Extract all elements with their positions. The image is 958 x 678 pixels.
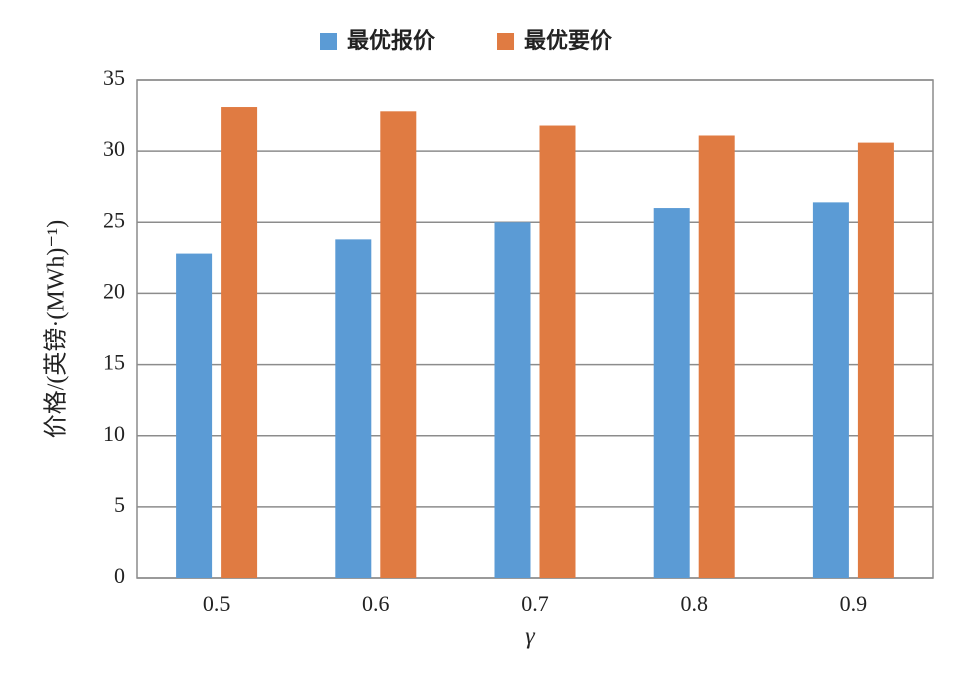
plot-border <box>136 79 934 579</box>
x-axis-label: γ <box>525 624 535 650</box>
bar <box>812 202 849 578</box>
y-tick-label: 35 <box>103 65 125 90</box>
legend-label: 最优要价 <box>524 28 613 54</box>
y-tick-label: 25 <box>103 207 125 232</box>
y-axis-label: 价格/(英镑·(MWh)⁻¹) <box>43 220 70 438</box>
x-tick-label: 0.8 <box>680 591 708 616</box>
bar <box>857 142 894 578</box>
bar <box>221 107 258 578</box>
y-tick-label: 30 <box>103 136 125 161</box>
x-tick-label: 0.5 <box>203 591 231 616</box>
legend-label: 最优报价 <box>347 28 436 54</box>
bar <box>539 125 576 578</box>
y-tick-label: 5 <box>114 492 125 517</box>
bar <box>653 208 690 579</box>
y-tick-label: 15 <box>103 350 125 375</box>
x-tick-label: 0.9 <box>840 591 868 616</box>
x-tick-label: 0.6 <box>362 591 390 616</box>
y-tick-label: 20 <box>103 278 125 303</box>
bar <box>335 239 372 579</box>
y-tick-label: 10 <box>103 421 125 446</box>
y-tick-label: 0 <box>114 563 125 588</box>
bar <box>380 111 417 578</box>
legend-swatch <box>497 33 515 50</box>
bar <box>698 135 735 578</box>
bar <box>494 222 531 579</box>
x-tick-label: 0.7 <box>521 591 549 616</box>
bar <box>176 253 213 579</box>
legend-swatch <box>320 33 337 50</box>
